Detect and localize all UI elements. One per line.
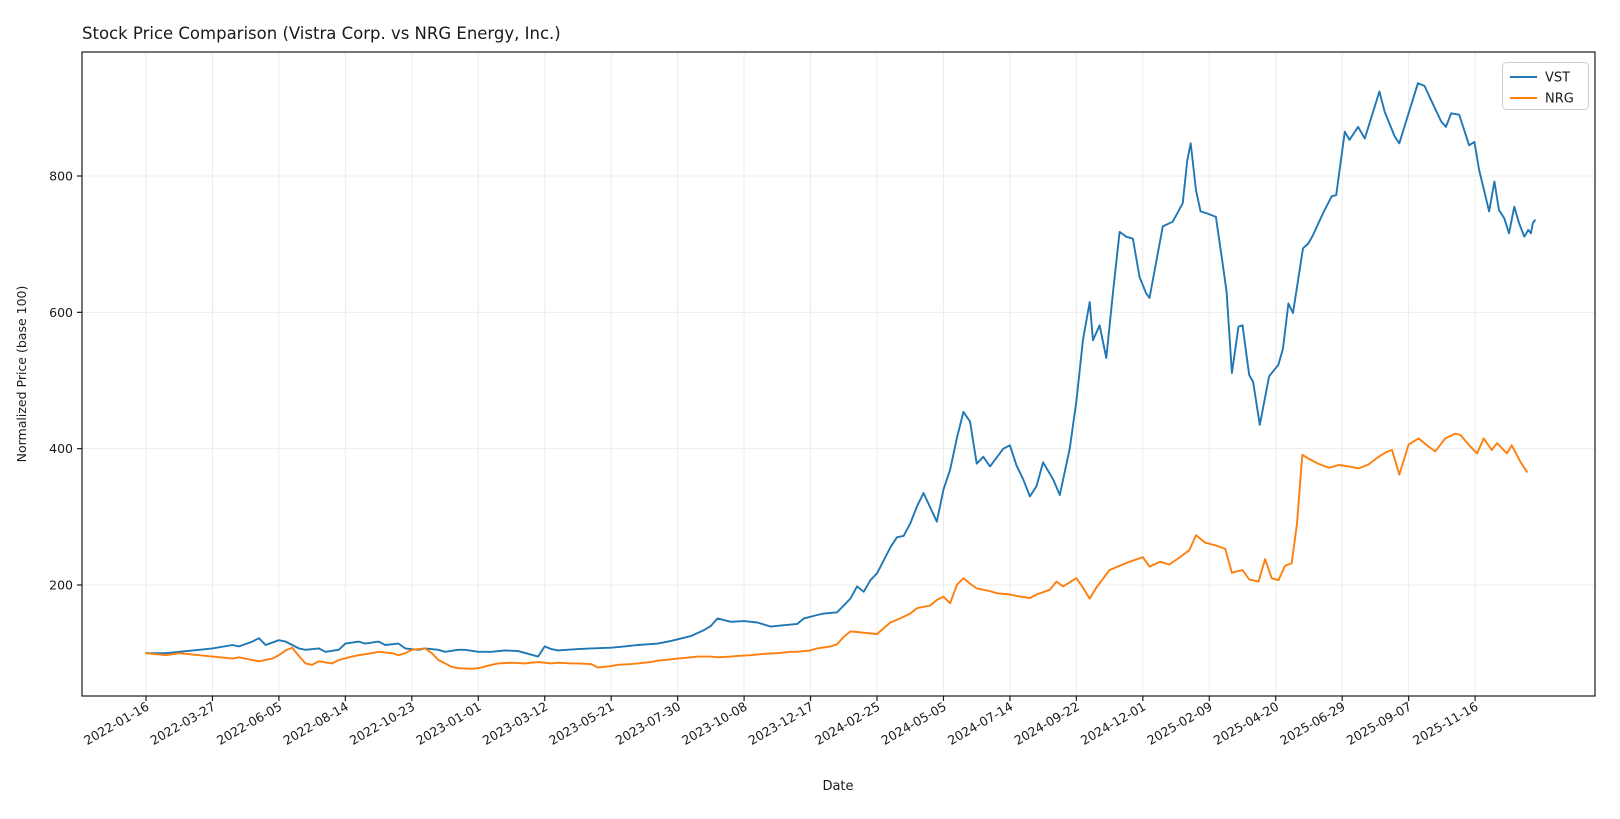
x-tick-label: 2025-04-20: [1211, 699, 1281, 748]
x-tick-label: 2022-10-23: [347, 699, 417, 748]
x-tick-label: 2025-02-09: [1144, 699, 1214, 748]
vst-line: [145, 82, 1536, 658]
x-tick-label: 2024-02-25: [812, 699, 882, 748]
nrg-line: [145, 432, 1528, 670]
x-tick-label: 2025-11-16: [1410, 699, 1480, 748]
x-tick-label: 2022-08-14: [280, 699, 350, 748]
x-tick-label: 2023-01-01: [413, 699, 483, 748]
gridlines: [82, 52, 1595, 696]
legend-nrg-label: NRG: [1545, 92, 1574, 107]
legend: VST NRG: [1502, 62, 1589, 110]
axes: [77, 51, 1596, 701]
x-tick-label: 2024-05-05: [879, 699, 949, 748]
x-tick-label: 2023-10-08: [679, 699, 749, 748]
x-tick-label: 2025-06-29: [1277, 699, 1347, 748]
y-tick-label: 400: [49, 441, 73, 456]
x-tick-label: 2023-07-30: [613, 699, 683, 748]
x-tick-label: 2024-12-01: [1078, 699, 1148, 748]
x-tick-label: 2025-09-07: [1344, 699, 1414, 748]
x-tick-label: 2024-09-22: [1011, 699, 1081, 748]
chart-title: Stock Price Comparison (Vistra Corp. vs …: [82, 24, 561, 43]
y-tick-label: 200: [49, 578, 73, 593]
plot-border: [81, 51, 1596, 697]
x-tick-label: 2023-05-21: [546, 699, 616, 748]
x-tick-label: 2022-03-27: [148, 699, 218, 748]
y-axis-label: Normalized Price (base 100): [14, 286, 29, 463]
x-tick-label: 2023-03-12: [480, 699, 550, 748]
x-axis-label: Date: [822, 779, 853, 794]
y-tick-label: 600: [49, 305, 73, 320]
series-lines: [145, 82, 1536, 670]
legend-vst-label: VST: [1545, 71, 1570, 86]
x-tick-label: 2022-06-05: [214, 699, 284, 748]
x-tick-label: 2022-01-16: [81, 699, 151, 748]
x-tick-label: 2024-07-14: [945, 699, 1015, 748]
y-tick-label: 800: [49, 169, 73, 184]
x-tick-label: 2023-12-17: [746, 699, 816, 748]
